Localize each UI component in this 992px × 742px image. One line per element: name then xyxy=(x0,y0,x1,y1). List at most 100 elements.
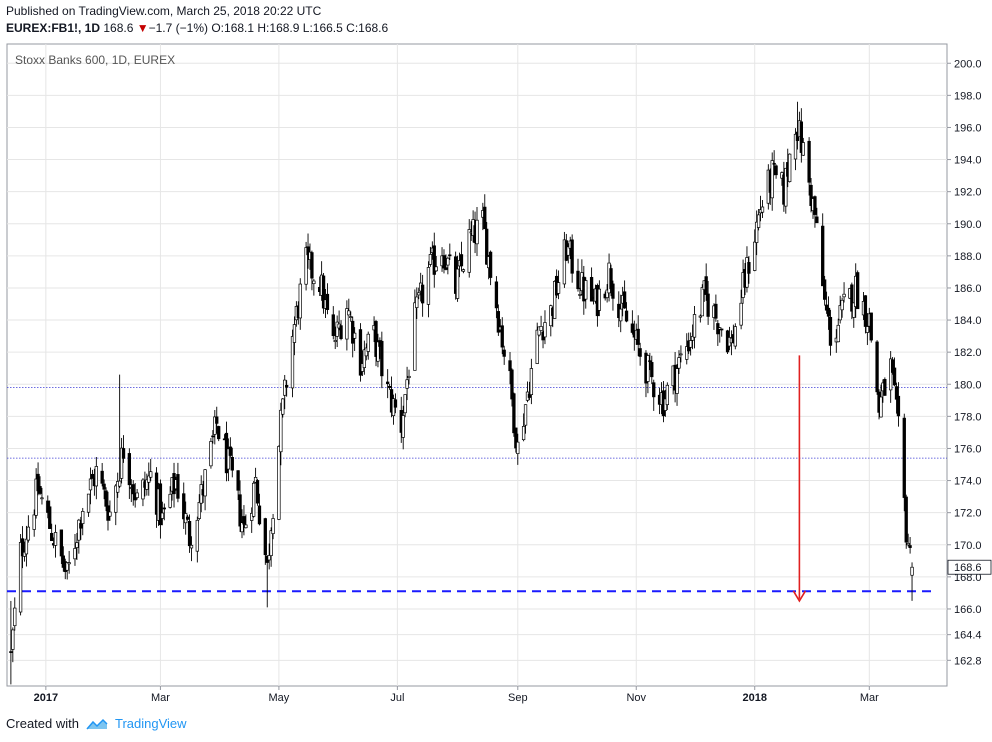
y-tick-label: 198.0 xyxy=(954,90,982,102)
candle xyxy=(34,468,38,519)
candle-body xyxy=(347,310,351,316)
candle xyxy=(892,357,897,387)
change-value: −1.7 (−1%) xyxy=(148,21,208,35)
y-tick-label: 162.8 xyxy=(954,655,982,667)
candle xyxy=(48,500,52,529)
candle xyxy=(358,323,363,382)
candle-body xyxy=(512,393,516,434)
candle xyxy=(215,406,219,434)
price-chart[interactable]: Stoxx Banks 600, 1D, EUREX 162.8 164.4 166.… xyxy=(0,0,992,716)
candle-body xyxy=(442,255,446,269)
candle xyxy=(312,278,316,296)
candle xyxy=(869,312,873,343)
tradingview-logo-icon[interactable] xyxy=(85,717,109,731)
candle xyxy=(772,150,776,176)
high-value: 168.9 xyxy=(269,21,300,35)
candle-body xyxy=(168,493,172,508)
candle xyxy=(238,480,242,532)
candle xyxy=(279,402,283,466)
candle xyxy=(483,194,487,230)
candle xyxy=(73,534,77,566)
candle-body xyxy=(753,241,757,271)
candle-body xyxy=(584,280,588,300)
candle-body xyxy=(894,386,899,400)
candle xyxy=(415,287,419,319)
candle xyxy=(32,509,36,537)
candle-body xyxy=(578,294,582,296)
candle-body xyxy=(514,427,518,449)
candle xyxy=(230,447,234,478)
candle xyxy=(403,394,407,418)
x-tick-label: 2017 xyxy=(34,692,58,704)
candle-body xyxy=(747,262,751,274)
candle-body xyxy=(362,349,367,368)
candle-body xyxy=(809,184,813,206)
candle-body xyxy=(890,359,895,373)
candle-body xyxy=(386,381,390,385)
candle xyxy=(20,526,25,569)
candle xyxy=(624,302,629,323)
candle xyxy=(770,152,774,211)
candle-body xyxy=(238,494,242,527)
candle xyxy=(189,536,194,562)
candle-body xyxy=(176,474,180,499)
candle xyxy=(257,493,262,526)
candle xyxy=(760,200,765,218)
published-line: Published on TradingView.com, March 25, … xyxy=(6,4,322,18)
candle-body xyxy=(104,490,108,507)
candle xyxy=(784,167,788,214)
candle-body xyxy=(539,326,543,331)
candle-body xyxy=(209,441,213,467)
candle xyxy=(619,294,623,333)
candle xyxy=(116,472,120,498)
candle-body xyxy=(403,394,407,414)
candle xyxy=(90,469,95,479)
candle-body xyxy=(374,321,378,357)
candle-body xyxy=(527,393,532,398)
candle xyxy=(822,275,827,306)
candle xyxy=(362,340,367,375)
candle-body xyxy=(279,409,283,453)
tradingview-link[interactable]: TradingView xyxy=(114,716,187,731)
candle-body xyxy=(609,268,613,290)
candle xyxy=(514,427,518,453)
candle xyxy=(908,537,912,554)
candle-body xyxy=(516,441,520,454)
candle-body xyxy=(605,289,609,298)
candle-body xyxy=(255,480,260,504)
candle-body xyxy=(230,456,234,471)
candle xyxy=(793,128,798,171)
candle-body xyxy=(459,254,464,267)
candle xyxy=(86,493,91,517)
candle-body xyxy=(117,480,122,487)
candle xyxy=(9,600,13,685)
candle xyxy=(720,328,724,337)
candle-body xyxy=(589,277,594,302)
candle-body xyxy=(537,326,541,336)
candle xyxy=(747,256,751,284)
candle-body xyxy=(252,482,256,517)
candle xyxy=(904,494,908,549)
candle xyxy=(685,333,689,365)
low-label: L: xyxy=(302,21,313,35)
candle xyxy=(426,261,431,318)
candle-body xyxy=(788,153,792,182)
candle xyxy=(405,366,409,401)
close-value: 168.6 xyxy=(358,21,389,35)
candle-body xyxy=(352,332,357,339)
x-tick-label: Mar xyxy=(860,692,879,704)
candle xyxy=(679,345,683,363)
candle xyxy=(516,433,520,465)
candle-body xyxy=(733,326,737,347)
candle-body xyxy=(108,511,112,517)
candle xyxy=(26,515,31,543)
candle xyxy=(65,562,69,580)
x-tick-label: 2018 xyxy=(742,692,766,704)
candle xyxy=(500,317,504,355)
candle-body xyxy=(127,453,132,486)
candle xyxy=(374,319,378,367)
y-tick-label: 192.0 xyxy=(954,187,982,199)
candle-body xyxy=(562,239,567,285)
candle-body xyxy=(622,291,627,309)
candle xyxy=(147,462,151,496)
